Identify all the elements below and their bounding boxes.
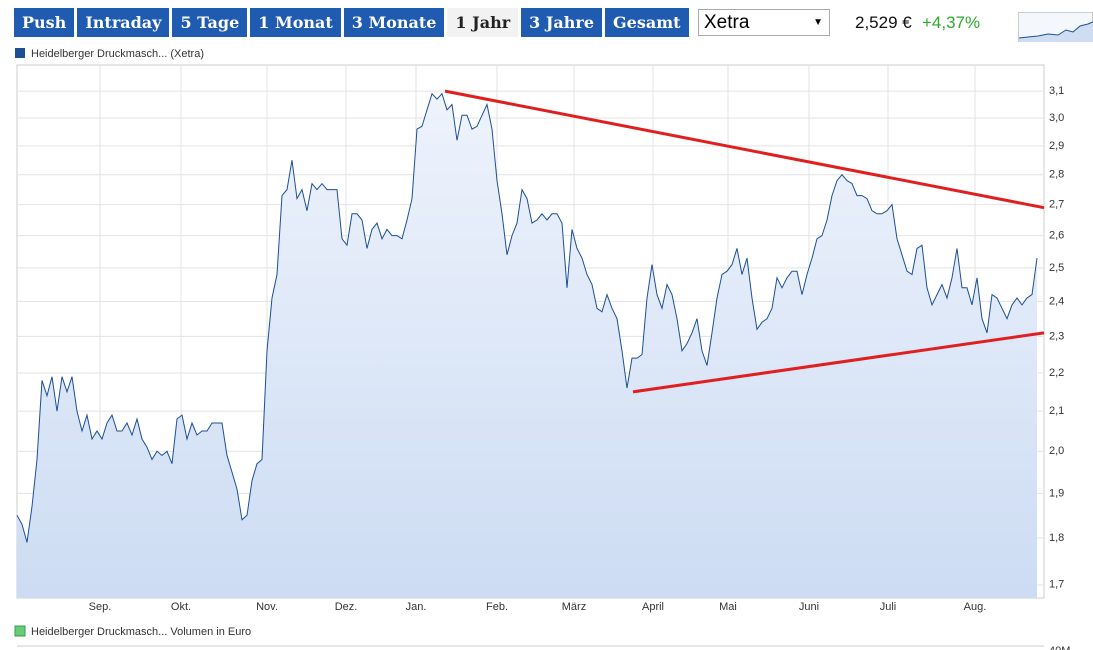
dropdown-arrow: ▼ (813, 17, 823, 28)
volume-tick-label: 40M (1049, 645, 1070, 650)
price: 2,529 € (855, 13, 912, 32)
x-tick-label: Okt. (171, 601, 191, 613)
tab[interactable]: 3 Monate (343, 8, 445, 37)
y-tick-label: 3,1 (1049, 85, 1064, 97)
trendline (444, 89, 1045, 210)
y-tick-label: 1,7 (1049, 579, 1064, 591)
y-tick-label: 2,1 (1049, 405, 1064, 417)
area (17, 93, 1037, 598)
range-tabs: Push Intraday 5 Tage 1 Monat 3 Monate 1 Jahr 3… (14, 8, 689, 37)
exchange: Xetra (704, 12, 750, 33)
tab[interactable]: Push (14, 8, 75, 37)
tab[interactable]: Intraday (77, 8, 170, 37)
change: +4,37% (922, 13, 981, 32)
x-tick-label: Mai (719, 601, 737, 613)
trendline (632, 331, 1045, 394)
y-tick-label: 2,7 (1049, 199, 1064, 211)
volume-legend-swatch (14, 625, 26, 637)
x-tick-label: April (642, 601, 664, 613)
tab[interactable]: Gesamt (605, 8, 689, 37)
tab[interactable]: 1 Monat (250, 8, 341, 37)
x-tick-label: Feb. (486, 601, 508, 613)
x-tick-label: Dez. (335, 601, 358, 613)
x-tick-label: Jan. (406, 601, 427, 613)
tab[interactable]: 5 Tage (172, 8, 248, 37)
x-tick-label: März (562, 601, 586, 613)
tab[interactable]: 3 Jahre (521, 8, 603, 37)
y-tick-label: 3,0 (1049, 112, 1064, 124)
y-tick-label: 2,3 (1049, 330, 1064, 342)
x-tick-label: Nov. (256, 601, 278, 613)
legend-label: Heidelberger Druckmasch... (Xetra) (31, 48, 204, 60)
price-line (16, 92, 1038, 543)
y-tick-label: 2,9 (1049, 140, 1064, 152)
exchange-select[interactable]: Xetra ▼ (698, 9, 830, 36)
x-tick-label: Aug. (964, 601, 987, 613)
y-tick-label: 2,6 (1049, 230, 1064, 242)
y-tick-label: 2,4 (1049, 295, 1064, 307)
legend-swatch (15, 48, 25, 58)
tab[interactable]: 1 Jahr (447, 8, 519, 37)
y-tick-label: 2,8 (1049, 169, 1064, 181)
y-tick-label: 2,0 (1049, 445, 1064, 457)
x-tick-label: Sep. (89, 601, 112, 613)
y-tick-label: 2,5 (1049, 262, 1064, 274)
x-tick-label: Juli (880, 601, 897, 613)
y-tick-label: 2,2 (1049, 367, 1064, 379)
x-tick-label: Juni (799, 601, 819, 613)
y-tick-label: 1,9 (1049, 487, 1064, 499)
volume-legend-label: Heidelberger Druckmasch... Volumen in Eu… (31, 626, 251, 638)
y-tick-label: 1,8 (1049, 532, 1064, 544)
